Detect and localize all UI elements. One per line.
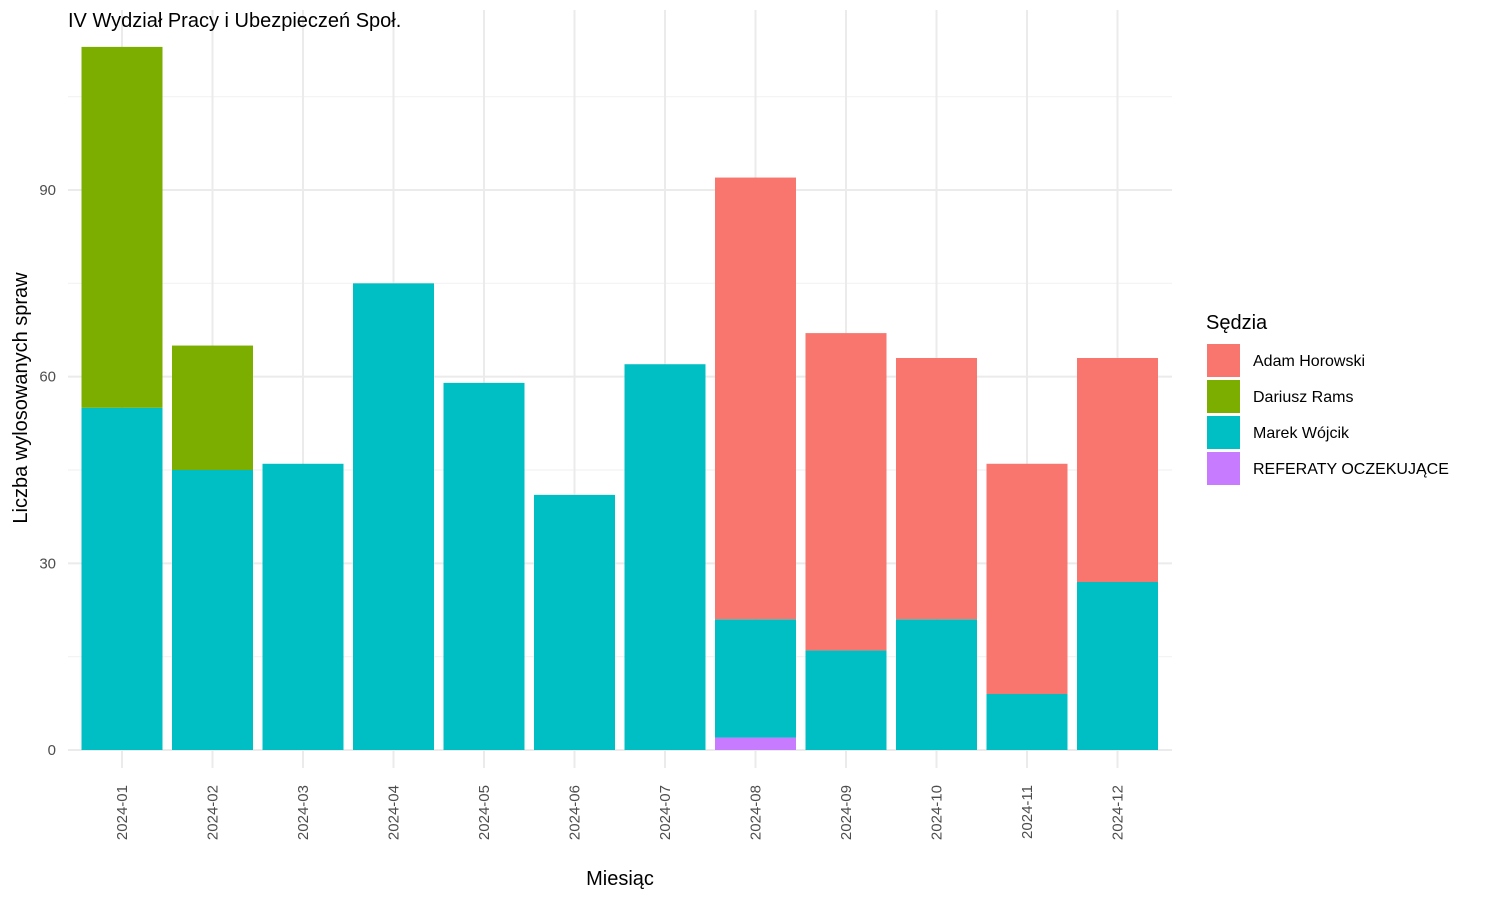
- legend-label: Adam Horowski: [1253, 353, 1365, 370]
- x-tick-label: 2024-05: [476, 785, 493, 840]
- y-tick-labels: 0 30 60 90: [39, 182, 56, 759]
- legend-key: [1207, 452, 1240, 485]
- legend-label: REFERATY OCZEKUJĄCE: [1253, 461, 1449, 478]
- y-tick-label: 60: [39, 369, 56, 386]
- legend-key: [1207, 380, 1240, 413]
- legend-label: Marek Wójcik: [1253, 425, 1350, 442]
- bar-segment: [1077, 582, 1158, 750]
- bar-segment: [986, 694, 1068, 750]
- x-tick-label: 2024-07: [657, 785, 674, 840]
- x-tick-label: 2024-06: [567, 785, 584, 840]
- bar-segment: [986, 463, 1068, 694]
- y-tick-label: 0: [48, 742, 56, 759]
- bar-segment: [715, 619, 796, 738]
- bar-segment: [715, 737, 796, 750]
- y-axis-title: Liczba wylosowanych spraw: [10, 272, 32, 524]
- legend-key: [1207, 344, 1240, 377]
- x-tick-label: 2024-09: [838, 785, 855, 840]
- y-tick-label: 30: [39, 555, 56, 572]
- bar-segment: [81, 46, 163, 408]
- legend-title: Sędzia: [1206, 312, 1268, 334]
- y-tick-label: 90: [39, 182, 56, 199]
- bar-segment: [896, 619, 977, 750]
- bar-segment: [353, 283, 434, 750]
- x-tick-label: 2024-03: [295, 785, 312, 840]
- x-tick-label: 2024-08: [748, 785, 765, 840]
- x-tick-label: 2024-10: [929, 785, 946, 840]
- bar-segment: [172, 345, 253, 470]
- x-tick-label: 2024-04: [386, 785, 403, 840]
- bar-segment: [262, 463, 344, 750]
- x-tick-labels: 2024-01 2024-02 2024-03 2024-04 2024-05 2024-…: [114, 785, 1127, 840]
- bar-segment: [715, 177, 796, 620]
- bar-segment: [896, 358, 977, 620]
- bar-segment: [1077, 358, 1158, 582]
- bar-segment: [172, 470, 253, 750]
- legend-label: Dariusz Rams: [1253, 389, 1353, 406]
- bar-segment: [624, 364, 706, 750]
- bar-segment: [805, 650, 887, 750]
- bars: [81, 46, 1158, 750]
- bar-segment: [81, 407, 163, 750]
- bar-segment: [443, 382, 525, 750]
- legend: Sędzia Adam Horowski Dariusz Rams Marek Wó…: [1206, 312, 1449, 485]
- chart-title: IV Wydział Pracy i Ubezpieczeń Społ.: [68, 10, 401, 32]
- x-tick-label: 2024-02: [205, 785, 222, 840]
- x-axis-title: Miesiąc: [586, 868, 654, 890]
- legend-key: [1207, 416, 1240, 449]
- x-tick-label: 2024-12: [1110, 785, 1127, 840]
- bar-segment: [805, 333, 887, 651]
- bar-segment: [534, 494, 615, 750]
- x-tick-label: 2024-11: [1019, 785, 1036, 839]
- x-tick-label: 2024-01: [114, 785, 131, 840]
